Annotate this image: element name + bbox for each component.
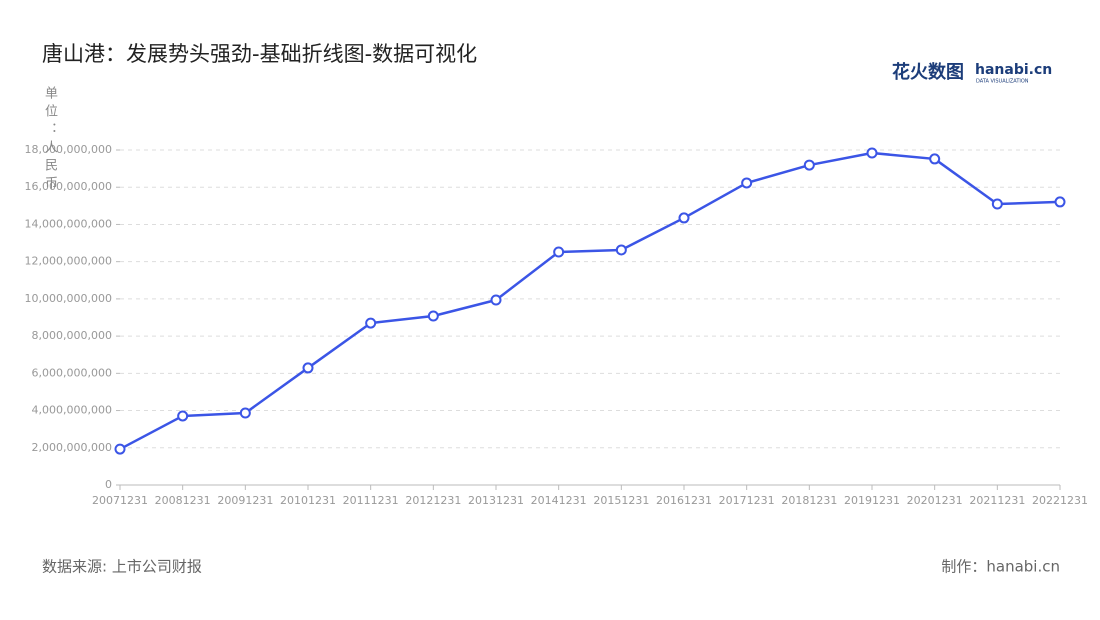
y-tick-label: 8,000,000,000 — [32, 329, 112, 342]
point — [365, 317, 377, 329]
line — [119, 151, 1061, 451]
y-tick-label: 2,000,000,000 — [32, 441, 112, 454]
y-axis-label: 单位：人民币 — [42, 86, 57, 194]
x-tick-label: 20101231 — [280, 494, 336, 507]
logo-brand: hanabi.cn — [975, 62, 1052, 78]
point — [490, 294, 502, 306]
x-tick-label: 20091231 — [217, 494, 273, 507]
y-tick-label: 0 — [105, 478, 112, 491]
x-tick-label: 20201231 — [907, 494, 963, 507]
x-tick-label: 20161231 — [656, 494, 712, 507]
x-tick-label: 20081231 — [155, 494, 211, 507]
x-tick-label: 20221231 — [1032, 494, 1088, 507]
point — [803, 159, 815, 171]
point — [177, 410, 189, 422]
point — [991, 198, 1003, 210]
x-tick-label: 20211231 — [969, 494, 1025, 507]
point — [678, 212, 690, 224]
point — [239, 407, 251, 419]
x-tick-label: 20141231 — [531, 494, 587, 507]
y-tick-label: 18,000,000,000 — [25, 143, 112, 156]
point — [615, 244, 627, 256]
y-tick-label: 10,000,000,000 — [25, 292, 112, 305]
x-tick-label: 20191231 — [844, 494, 900, 507]
x-tick-label: 20151231 — [593, 494, 649, 507]
point — [427, 310, 439, 322]
x-tick-label: 20181231 — [781, 494, 837, 507]
x-tick-label: 20131231 — [468, 494, 524, 507]
point — [1054, 196, 1066, 208]
x-tick-label: 20111231 — [343, 494, 399, 507]
x-tick-label: 20121231 — [405, 494, 461, 507]
x-tick-label: 20171231 — [719, 494, 775, 507]
chart-title: 唐山港：发展势头强劲-基础折线图-数据可视化 — [42, 42, 477, 66]
y-tick-label: 12,000,000,000 — [25, 255, 112, 268]
point — [302, 362, 314, 374]
logo-tagline: DATA VISUALIZATION — [976, 79, 1029, 85]
point — [929, 153, 941, 165]
logo-name: 花火数图 — [892, 61, 964, 83]
x-tick-label: 20071231 — [92, 494, 148, 507]
point — [553, 246, 565, 258]
point — [866, 147, 878, 159]
credit: 制作：hanabi.cn — [941, 558, 1060, 576]
source: 数据来源: 上市公司财报 — [42, 558, 202, 576]
point — [114, 443, 126, 455]
y-tick-label: 6,000,000,000 — [32, 366, 112, 379]
y-tick-label: 16,000,000,000 — [25, 180, 112, 193]
y-tick-label: 14,000,000,000 — [25, 217, 112, 230]
point — [741, 177, 753, 189]
y-tick-label: 4,000,000,000 — [32, 404, 112, 417]
